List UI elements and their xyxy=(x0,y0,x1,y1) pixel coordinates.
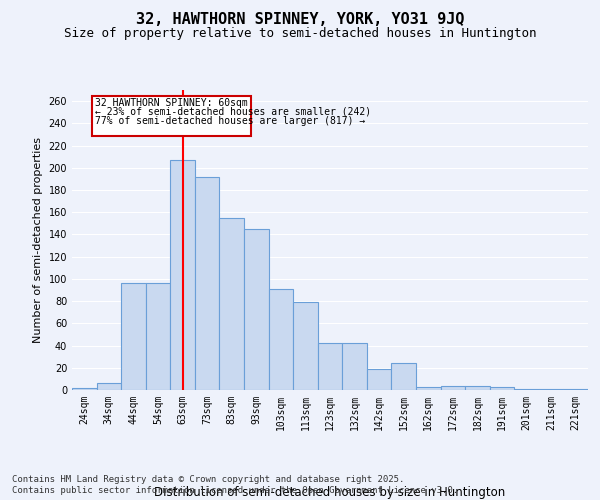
Bar xyxy=(293,302,318,390)
Text: 32 HAWTHORN SPINNEY: 60sqm: 32 HAWTHORN SPINNEY: 60sqm xyxy=(95,98,248,108)
Bar xyxy=(195,176,220,390)
Bar xyxy=(563,389,588,390)
Bar xyxy=(97,384,121,390)
Text: Size of property relative to semi-detached houses in Huntington: Size of property relative to semi-detach… xyxy=(64,28,536,40)
Text: 77% of semi-detached houses are larger (817) →: 77% of semi-detached houses are larger (… xyxy=(95,116,365,126)
FancyBboxPatch shape xyxy=(92,96,251,136)
Bar xyxy=(170,160,195,390)
Bar xyxy=(72,388,97,390)
Y-axis label: Number of semi-detached properties: Number of semi-detached properties xyxy=(33,137,43,343)
Bar xyxy=(146,284,170,390)
Text: Contains public sector information licensed under the Open Government Licence v3: Contains public sector information licen… xyxy=(12,486,458,495)
Bar xyxy=(318,344,342,390)
Bar xyxy=(440,386,465,390)
Text: Contains HM Land Registry data © Crown copyright and database right 2025.: Contains HM Land Registry data © Crown c… xyxy=(12,475,404,484)
Bar xyxy=(220,218,244,390)
Bar xyxy=(465,386,490,390)
Bar xyxy=(121,284,146,390)
Text: ← 23% of semi-detached houses are smaller (242): ← 23% of semi-detached houses are smalle… xyxy=(95,106,371,117)
Bar xyxy=(244,229,269,390)
Bar xyxy=(416,386,440,390)
Bar xyxy=(342,344,367,390)
Bar xyxy=(539,389,563,390)
X-axis label: Distribution of semi-detached houses by size in Huntington: Distribution of semi-detached houses by … xyxy=(154,486,506,498)
Text: 32, HAWTHORN SPINNEY, YORK, YO31 9JQ: 32, HAWTHORN SPINNEY, YORK, YO31 9JQ xyxy=(136,12,464,28)
Bar xyxy=(514,389,539,390)
Bar xyxy=(391,364,416,390)
Bar xyxy=(269,289,293,390)
Bar xyxy=(490,386,514,390)
Bar xyxy=(367,369,391,390)
